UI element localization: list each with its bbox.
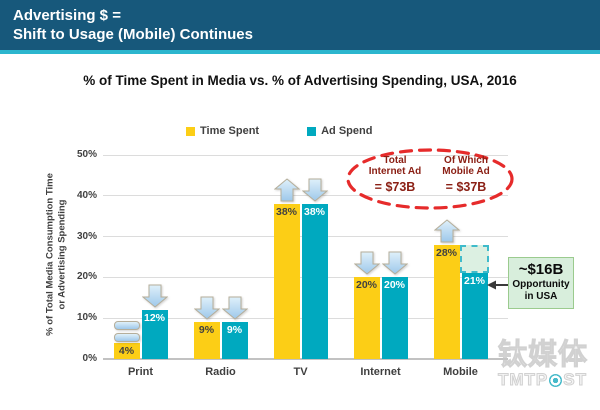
annotation-amount: = $37B [445,180,487,194]
bar-ad-spend-print [141,310,168,359]
flat-bar [113,320,140,330]
bar-time-spent-mobile [433,244,460,359]
trend-down-icon [301,178,328,207]
watermark-cjk-text: 钛媒体 [497,339,589,371]
y-tick-label: 10% [76,312,97,324]
opportunity-line1: Opportunity [512,279,570,290]
watermark-o-icon [549,373,563,387]
opportunity-callout: ~$16B Opportunity in USA [508,257,574,309]
bar-value-label: 38% [303,205,325,218]
legend-item-time-spent: Time Spent [186,125,259,137]
legend: Time Spent Ad Spend [186,125,372,137]
watermark-latin-suffix: ST [563,370,588,389]
legend-label-ad-spend: Ad Spend [321,125,373,137]
flat-bar [113,332,140,342]
mobile-ad-annotation: Of Which Mobile Ad = $37B [428,155,504,195]
bar-value-label: 9% [226,324,243,337]
annotation-line: Total [383,155,407,166]
y-axis-title: % of Total Media Consumption Time or Adv… [45,149,68,361]
annotation-line: Internet Ad [368,166,422,177]
header-banner: Advertising $ = Shift to Usage (Mobile) … [0,0,600,50]
y-tick-label: 0% [82,353,97,364]
left-arrow-icon [487,280,508,290]
category-label-mobile: Mobile [443,366,478,378]
bar-value-label: 4% [118,344,135,357]
header-title-line2: Shift to Usage (Mobile) Continues [13,26,253,43]
opportunity-line2: in USA [524,291,558,302]
category-label-internet: Internet [360,366,401,378]
y-tick-label: 30% [76,230,97,242]
trend-down-icon [221,296,248,325]
internet-ad-annotation-ellipse [346,148,514,210]
y-tick-label: 40% [76,189,97,201]
trend-down-icon [381,251,408,280]
category-label-radio: Radio [205,366,236,378]
watermark-latin-text: TMTP ST [497,370,588,389]
y-tick-label: 20% [76,271,97,283]
bar-ad-spend-tv [301,203,328,359]
time-spent-swatch-icon [186,126,195,136]
bar-value-label: 9% [198,324,215,337]
bar-value-label: 20% [355,279,377,292]
bar-value-label: 28% [435,246,457,259]
watermark: 钛媒体 TMTP ST [497,339,589,389]
bar-value-label: 12% [143,312,165,325]
y-axis-title-line1: % of Total Media Consumption Time [44,173,56,336]
bar-time-spent-radio [193,322,220,359]
category-label-print: Print [127,366,154,378]
bar-ad-spend-internet [381,277,408,359]
trend-up-icon [433,219,460,248]
gridline [103,154,508,156]
bar-time-spent-tv [273,203,300,359]
opportunity-amount: ~$16B [518,261,564,278]
y-tick-label: 50% [76,149,97,160]
annotation-amount: = $73B [374,180,416,194]
trend-flat-icon [113,320,140,345]
bar-value-label: 21% [463,275,485,288]
gridline [103,358,508,360]
header-underline [0,50,600,54]
total-internet-ad-annotation: Total Internet Ad = $73B [352,155,438,195]
bar-ad-spend-radio [221,322,248,359]
opportunity-gap-box [460,244,489,274]
bar-ad-spend-mobile [461,273,488,359]
trend-down-icon [193,296,220,325]
watermark-latin-prefix: TMTP [497,370,549,389]
ad-spend-swatch-icon [307,126,317,136]
bar-time-spent-internet [353,277,380,359]
annotation-line: Mobile Ad [442,166,490,177]
category-label-tv: TV [293,366,308,378]
bar-value-label: 20% [383,279,405,292]
legend-label-time-spent: Time Spent [200,125,260,137]
gridline [103,195,508,197]
trend-up-icon [273,178,300,207]
chart-title: % of Time Spent in Media vs. % of Advert… [83,73,517,88]
bar-time-spent-print [113,342,140,359]
trend-down-icon [141,284,168,313]
trend-down-icon [353,251,380,280]
header-title-line1: Advertising $ = [13,7,121,24]
y-axis-title-line2: or Advertising Spending [56,199,67,310]
legend-item-ad-spend: Ad Spend [307,125,372,137]
bar-value-label: 38% [275,205,297,218]
annotation-line: Of Which [444,155,488,166]
